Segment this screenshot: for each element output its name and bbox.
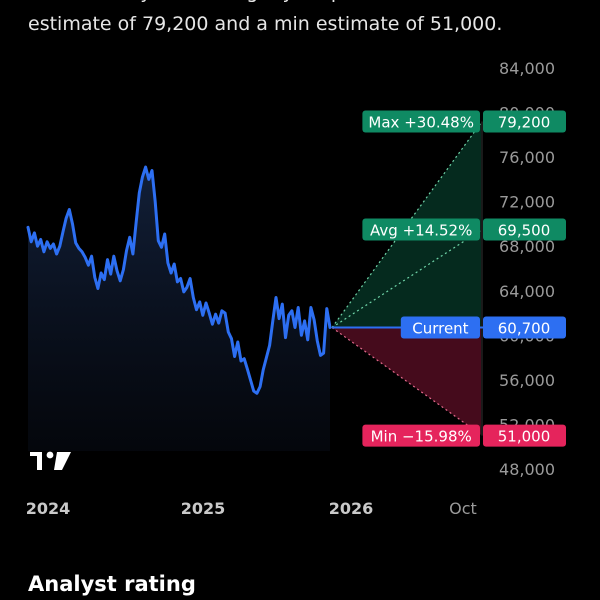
min-label-box [362, 424, 480, 447]
max-value-box [483, 110, 566, 133]
avg-label: Avg +14.52% [370, 222, 472, 240]
avg-label-box [362, 218, 480, 241]
forecast-summary-line-1: The 14 analysts offering 1 year price fo… [28, 0, 588, 8]
y-tick-label: 48,000 [499, 460, 555, 479]
tradingview-logo [30, 451, 71, 470]
y-tick-label: 64,000 [499, 282, 555, 301]
plot-area: Max +30.48% 79,200 Avg +14.52% 69,500 Min −1… [26, 110, 566, 451]
min-target-badge: Min −15.98% 51,000 [362, 424, 566, 447]
y-tick-label: 84,000 [499, 59, 555, 78]
x-tick-label: Oct [449, 499, 477, 518]
y-tick-label: 72,000 [499, 193, 555, 212]
current-target-badge: Current 60,700 [400, 316, 566, 339]
avg-value-box [483, 218, 566, 241]
x-axis: 2024 2025 2026 Oct [26, 499, 477, 518]
current-value-box [483, 316, 566, 339]
y-tick-label: 56,000 [499, 371, 555, 390]
x-tick-label: 2025 [181, 499, 226, 518]
upside-forecast-area [332, 121, 482, 328]
forecast-summary: The 14 analysts offering 1 year price fo… [28, 0, 588, 40]
current-value: 60,700 [498, 320, 551, 338]
current-label-box [400, 316, 480, 339]
avg-target-badge: Avg +14.52% 69,500 [362, 218, 566, 241]
x-tick-label: 2026 [329, 499, 374, 518]
min-value-box [483, 424, 566, 447]
y-tick-label: 68,000 [499, 237, 555, 256]
price-area [28, 167, 330, 451]
avg-value: 69,500 [498, 222, 551, 240]
max-label-box [362, 110, 480, 133]
min-forecast-line [331, 327, 483, 437]
downside-forecast-area [332, 327, 482, 436]
price-line [26, 165, 332, 395]
analyst-rating-heading: Analyst rating [28, 572, 196, 596]
current-label: Current [412, 320, 468, 338]
forecast-edge [481, 121, 483, 436]
max-value: 79,200 [498, 113, 551, 131]
max-label: Max +30.48% [368, 113, 474, 131]
min-label: Min −15.98% [371, 428, 472, 446]
y-tick-label: 76,000 [499, 148, 555, 167]
max-target-badge: Max +30.48% 79,200 [362, 110, 566, 133]
forecast-summary-line-2: estimate of 79,200 and a min estimate of… [28, 13, 503, 35]
min-value: 51,000 [498, 428, 551, 446]
x-tick-label: 2024 [26, 499, 71, 518]
